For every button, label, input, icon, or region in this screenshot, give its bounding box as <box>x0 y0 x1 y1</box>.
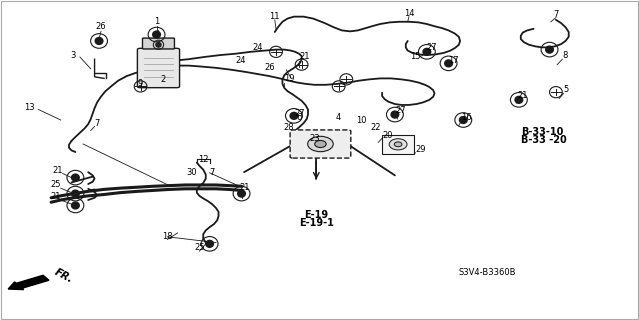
Text: 21: 21 <box>240 183 250 192</box>
Text: 28: 28 <box>283 124 294 132</box>
Text: 27: 27 <box>294 109 305 118</box>
Text: 21: 21 <box>299 52 309 61</box>
FancyBboxPatch shape <box>290 130 351 158</box>
Text: 14: 14 <box>404 9 414 18</box>
Text: 24: 24 <box>252 44 263 52</box>
Ellipse shape <box>515 96 523 103</box>
Ellipse shape <box>394 142 402 147</box>
Text: 27: 27 <box>427 43 438 52</box>
Text: 26: 26 <box>96 22 106 31</box>
Text: 29: 29 <box>415 145 426 154</box>
Text: 7: 7 <box>553 10 558 19</box>
Bar <box>382 135 414 154</box>
Text: 18: 18 <box>162 232 173 241</box>
Ellipse shape <box>546 46 553 53</box>
Text: 8: 8 <box>562 51 567 60</box>
Ellipse shape <box>156 43 161 47</box>
Text: FR.: FR. <box>52 267 74 285</box>
Text: 20: 20 <box>382 132 392 140</box>
Text: 7: 7 <box>210 168 215 177</box>
Text: 9: 9 <box>138 79 143 88</box>
Text: 30: 30 <box>186 168 197 177</box>
Ellipse shape <box>72 174 79 181</box>
Ellipse shape <box>95 37 103 44</box>
Text: E-19-1: E-19-1 <box>299 218 334 228</box>
Text: B-33-10: B-33-10 <box>521 127 563 137</box>
Text: S3V4-B3360B: S3V4-B3360B <box>459 268 516 277</box>
Text: 2: 2 <box>160 76 166 84</box>
Ellipse shape <box>72 190 79 197</box>
Text: 21: 21 <box>50 192 61 201</box>
Ellipse shape <box>290 112 298 119</box>
Text: 21: 21 <box>52 166 63 175</box>
Text: 16: 16 <box>461 113 472 122</box>
Text: 6: 6 <box>296 113 302 122</box>
Ellipse shape <box>459 116 467 124</box>
Text: 23: 23 <box>309 134 320 143</box>
Text: 19: 19 <box>284 74 295 83</box>
Text: 10: 10 <box>357 116 367 125</box>
Text: 22: 22 <box>371 123 381 132</box>
Text: 21: 21 <box>518 91 528 100</box>
Text: 25: 25 <box>50 180 61 189</box>
Text: 17: 17 <box>449 56 459 65</box>
Text: 4: 4 <box>335 113 341 122</box>
Text: 24: 24 <box>235 56 245 65</box>
Text: 1: 1 <box>154 17 159 26</box>
Text: 26: 26 <box>264 63 275 72</box>
Text: 13: 13 <box>24 103 35 112</box>
Text: B-33 -20: B-33 -20 <box>521 135 567 145</box>
Text: 12: 12 <box>198 155 208 164</box>
Ellipse shape <box>423 48 431 55</box>
Ellipse shape <box>315 140 326 148</box>
Text: 25: 25 <box>194 244 204 252</box>
Ellipse shape <box>153 31 160 38</box>
Ellipse shape <box>389 139 407 150</box>
Ellipse shape <box>238 190 245 197</box>
Text: 11: 11 <box>270 12 280 21</box>
FancyBboxPatch shape <box>142 38 174 49</box>
FancyArrow shape <box>8 275 49 290</box>
Text: E-19: E-19 <box>304 210 328 220</box>
FancyBboxPatch shape <box>137 48 180 88</box>
Ellipse shape <box>308 136 334 152</box>
Text: 27: 27 <box>395 106 406 115</box>
Text: 15: 15 <box>410 52 420 61</box>
Ellipse shape <box>391 111 399 118</box>
Ellipse shape <box>72 202 79 209</box>
Text: 5: 5 <box>564 85 569 94</box>
Ellipse shape <box>206 240 213 247</box>
Ellipse shape <box>445 60 452 67</box>
Text: 7: 7 <box>95 119 100 128</box>
Text: 3: 3 <box>70 52 75 60</box>
